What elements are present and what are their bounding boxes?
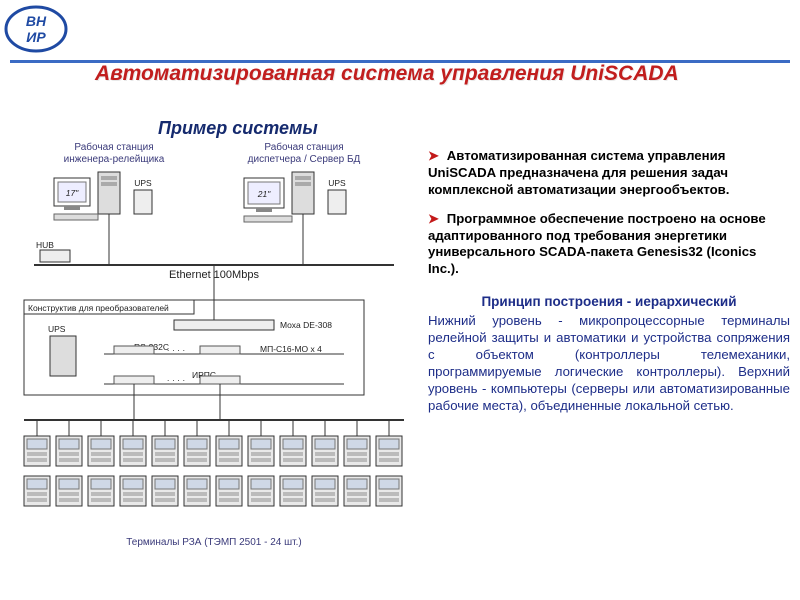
svg-text:Рабочая станция: Рабочая станция [264,141,343,153]
network-diagram: Рабочая станция инженера-релейщика Рабоч… [4,140,414,570]
svg-text:HUB: HUB [36,240,54,250]
svg-text:UPS: UPS [48,324,66,334]
svg-text:UPS: UPS [134,178,152,188]
svg-text:UPS: UPS [328,178,346,188]
para-1: ➤ Автоматизированная система управления … [428,148,790,199]
svg-text:инженера-релейщика: инженера-релейщика [64,154,165,165]
principle-body: Нижний уровень - микропроцессорные терми… [428,313,790,414]
diagram-title: Пример системы [158,118,318,139]
svg-text:Терминалы РЗА (ТЭМП 2501 - 24: Терминалы РЗА (ТЭМП 2501 - 24 шт.) [126,537,302,548]
para-2: ➤ Программное обеспечение построено на о… [428,211,790,279]
svg-text:ИР: ИР [26,29,46,45]
svg-text:Рабочая станция: Рабочая станция [74,141,153,153]
svg-text:Moxa DE-308: Moxa DE-308 [280,320,332,330]
svg-text:МП-С16-МО х 4: МП-С16-МО х 4 [260,344,322,354]
bullet-icon: ➤ [428,148,439,163]
svg-text:ВН: ВН [26,13,47,29]
bullet-icon: ➤ [428,211,439,226]
svg-text:17": 17" [66,188,79,198]
svg-text:· · · ·: · · · · [167,345,185,355]
page-title: Автоматизированная система управления Un… [95,62,679,86]
logo: ВН ИР [4,4,72,54]
svg-text:Конструктив для преобразовател: Конструктив для преобразователей [28,303,169,313]
svg-text:· · · ·: · · · · [167,375,185,385]
svg-text:диспетчера / Сервер БД: диспетчера / Сервер БД [248,154,361,165]
principle-heading: Принцип построения - иерархический [428,294,790,309]
para-2-text: Программное обеспечение построено на осн… [428,211,766,277]
svg-text:21": 21" [257,189,271,199]
para-1-text: Автоматизированная система управления Un… [428,148,729,197]
